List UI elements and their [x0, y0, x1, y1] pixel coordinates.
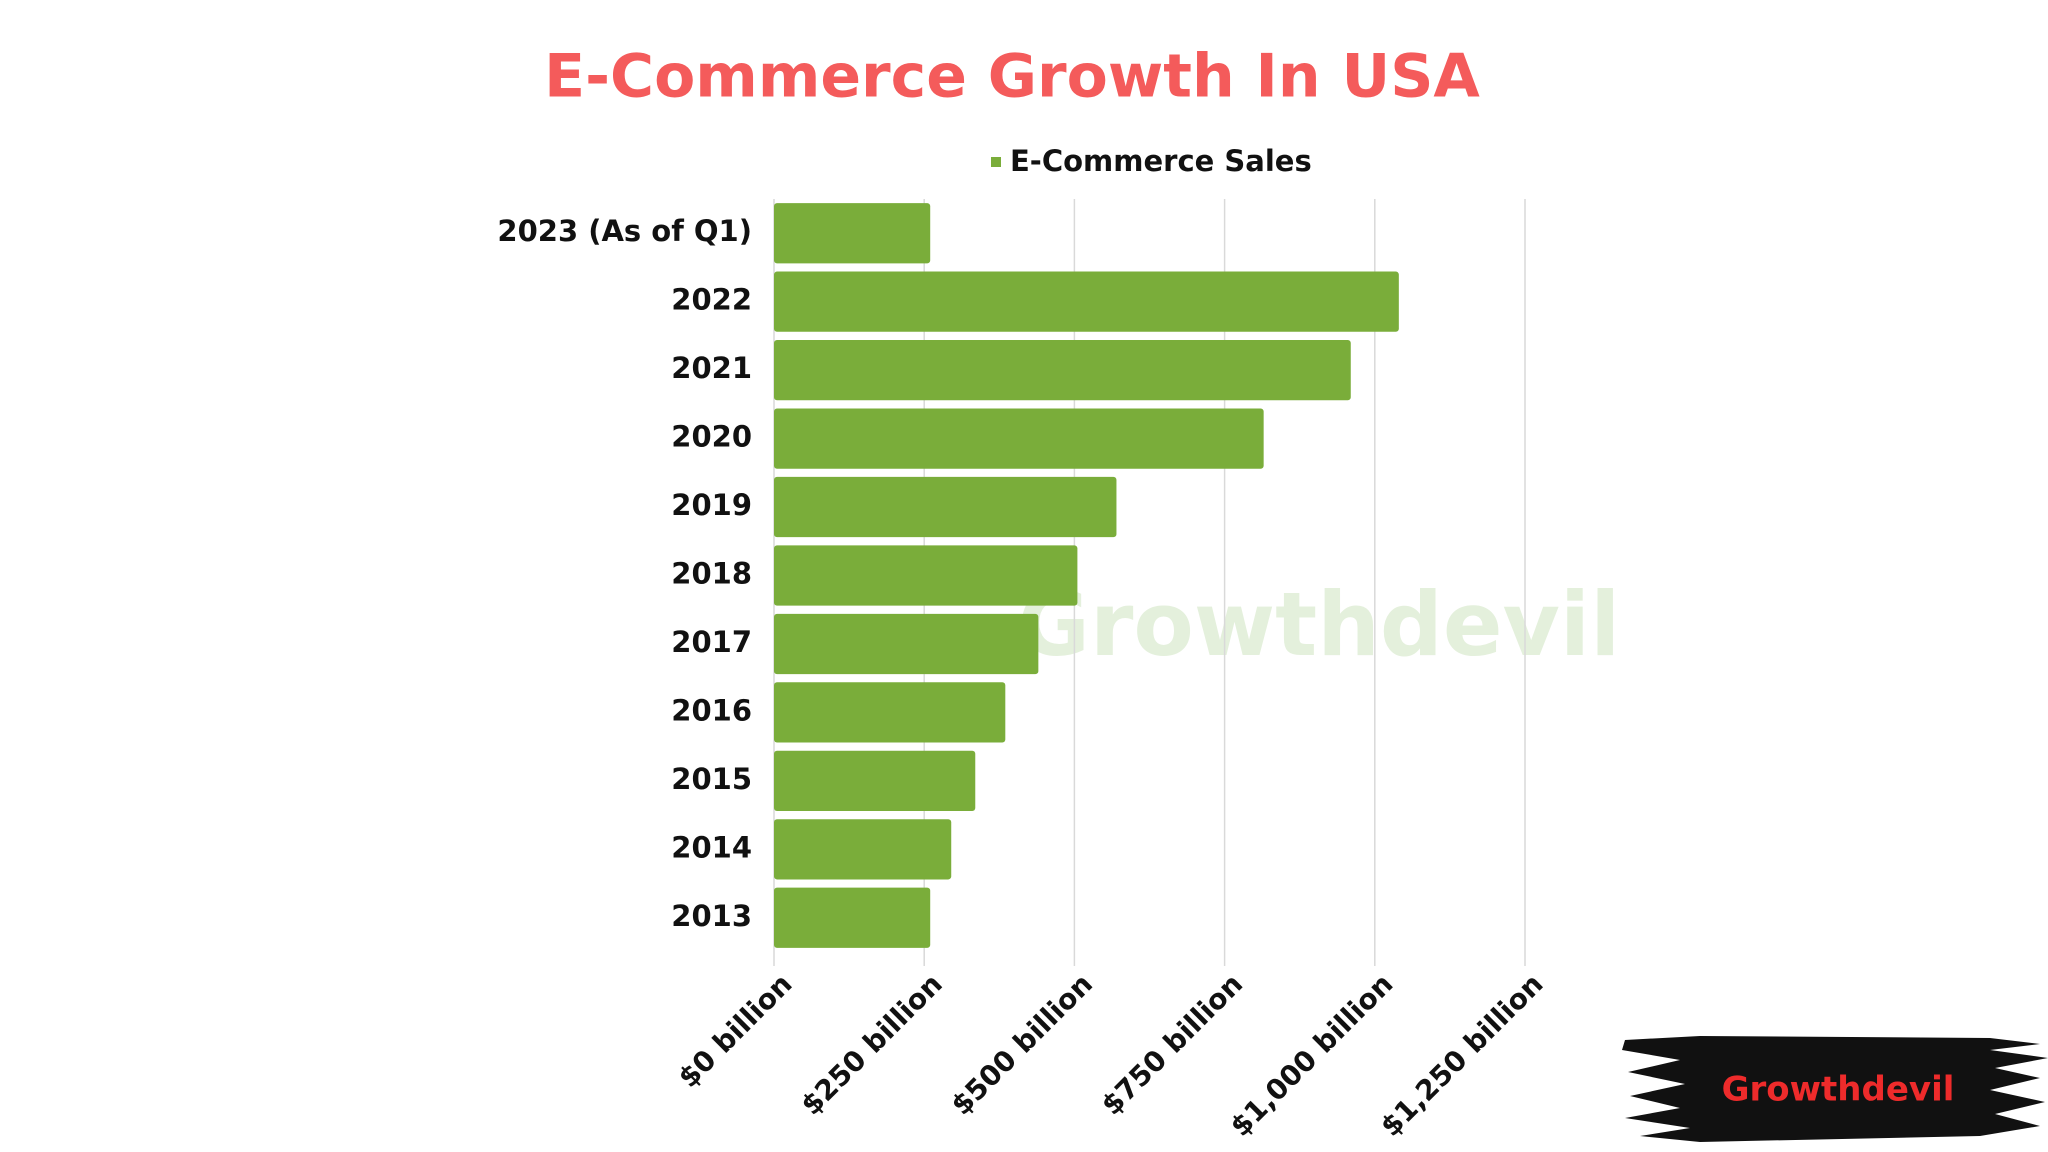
y-tick-label: 2013 [671, 899, 752, 933]
bar [774, 340, 1351, 401]
bar [774, 408, 1264, 469]
y-tick-label: 2015 [671, 762, 752, 796]
y-tick-label: 2022 [671, 283, 752, 317]
y-tick-label: 2021 [671, 351, 752, 385]
bar [774, 750, 976, 811]
bar [774, 819, 952, 880]
brand-label: Growthdevil [1722, 1070, 1955, 1110]
bar [774, 271, 1399, 332]
legend-marker [991, 157, 1001, 167]
y-tick-label: 2014 [671, 830, 752, 864]
y-tick-label: 2016 [671, 693, 752, 727]
y-tick-label: 2023 (As of Q1) [497, 214, 752, 248]
chart-title: E-Commerce Growth In USA [544, 42, 1480, 112]
bar [774, 545, 1078, 606]
watermark: Growthdevil [1018, 573, 1620, 676]
bar [774, 887, 931, 948]
bar [774, 203, 931, 264]
y-tick-label: 2019 [671, 488, 752, 522]
bar [774, 682, 1006, 743]
legend-label: E-Commerce Sales [1010, 144, 1312, 178]
y-tick-label: 2018 [671, 557, 752, 591]
bar [774, 476, 1117, 538]
bar [774, 613, 1039, 675]
y-tick-label: 2017 [671, 625, 752, 659]
brand-badge [1622, 1036, 2048, 1142]
y-tick-label: 2020 [671, 420, 752, 454]
